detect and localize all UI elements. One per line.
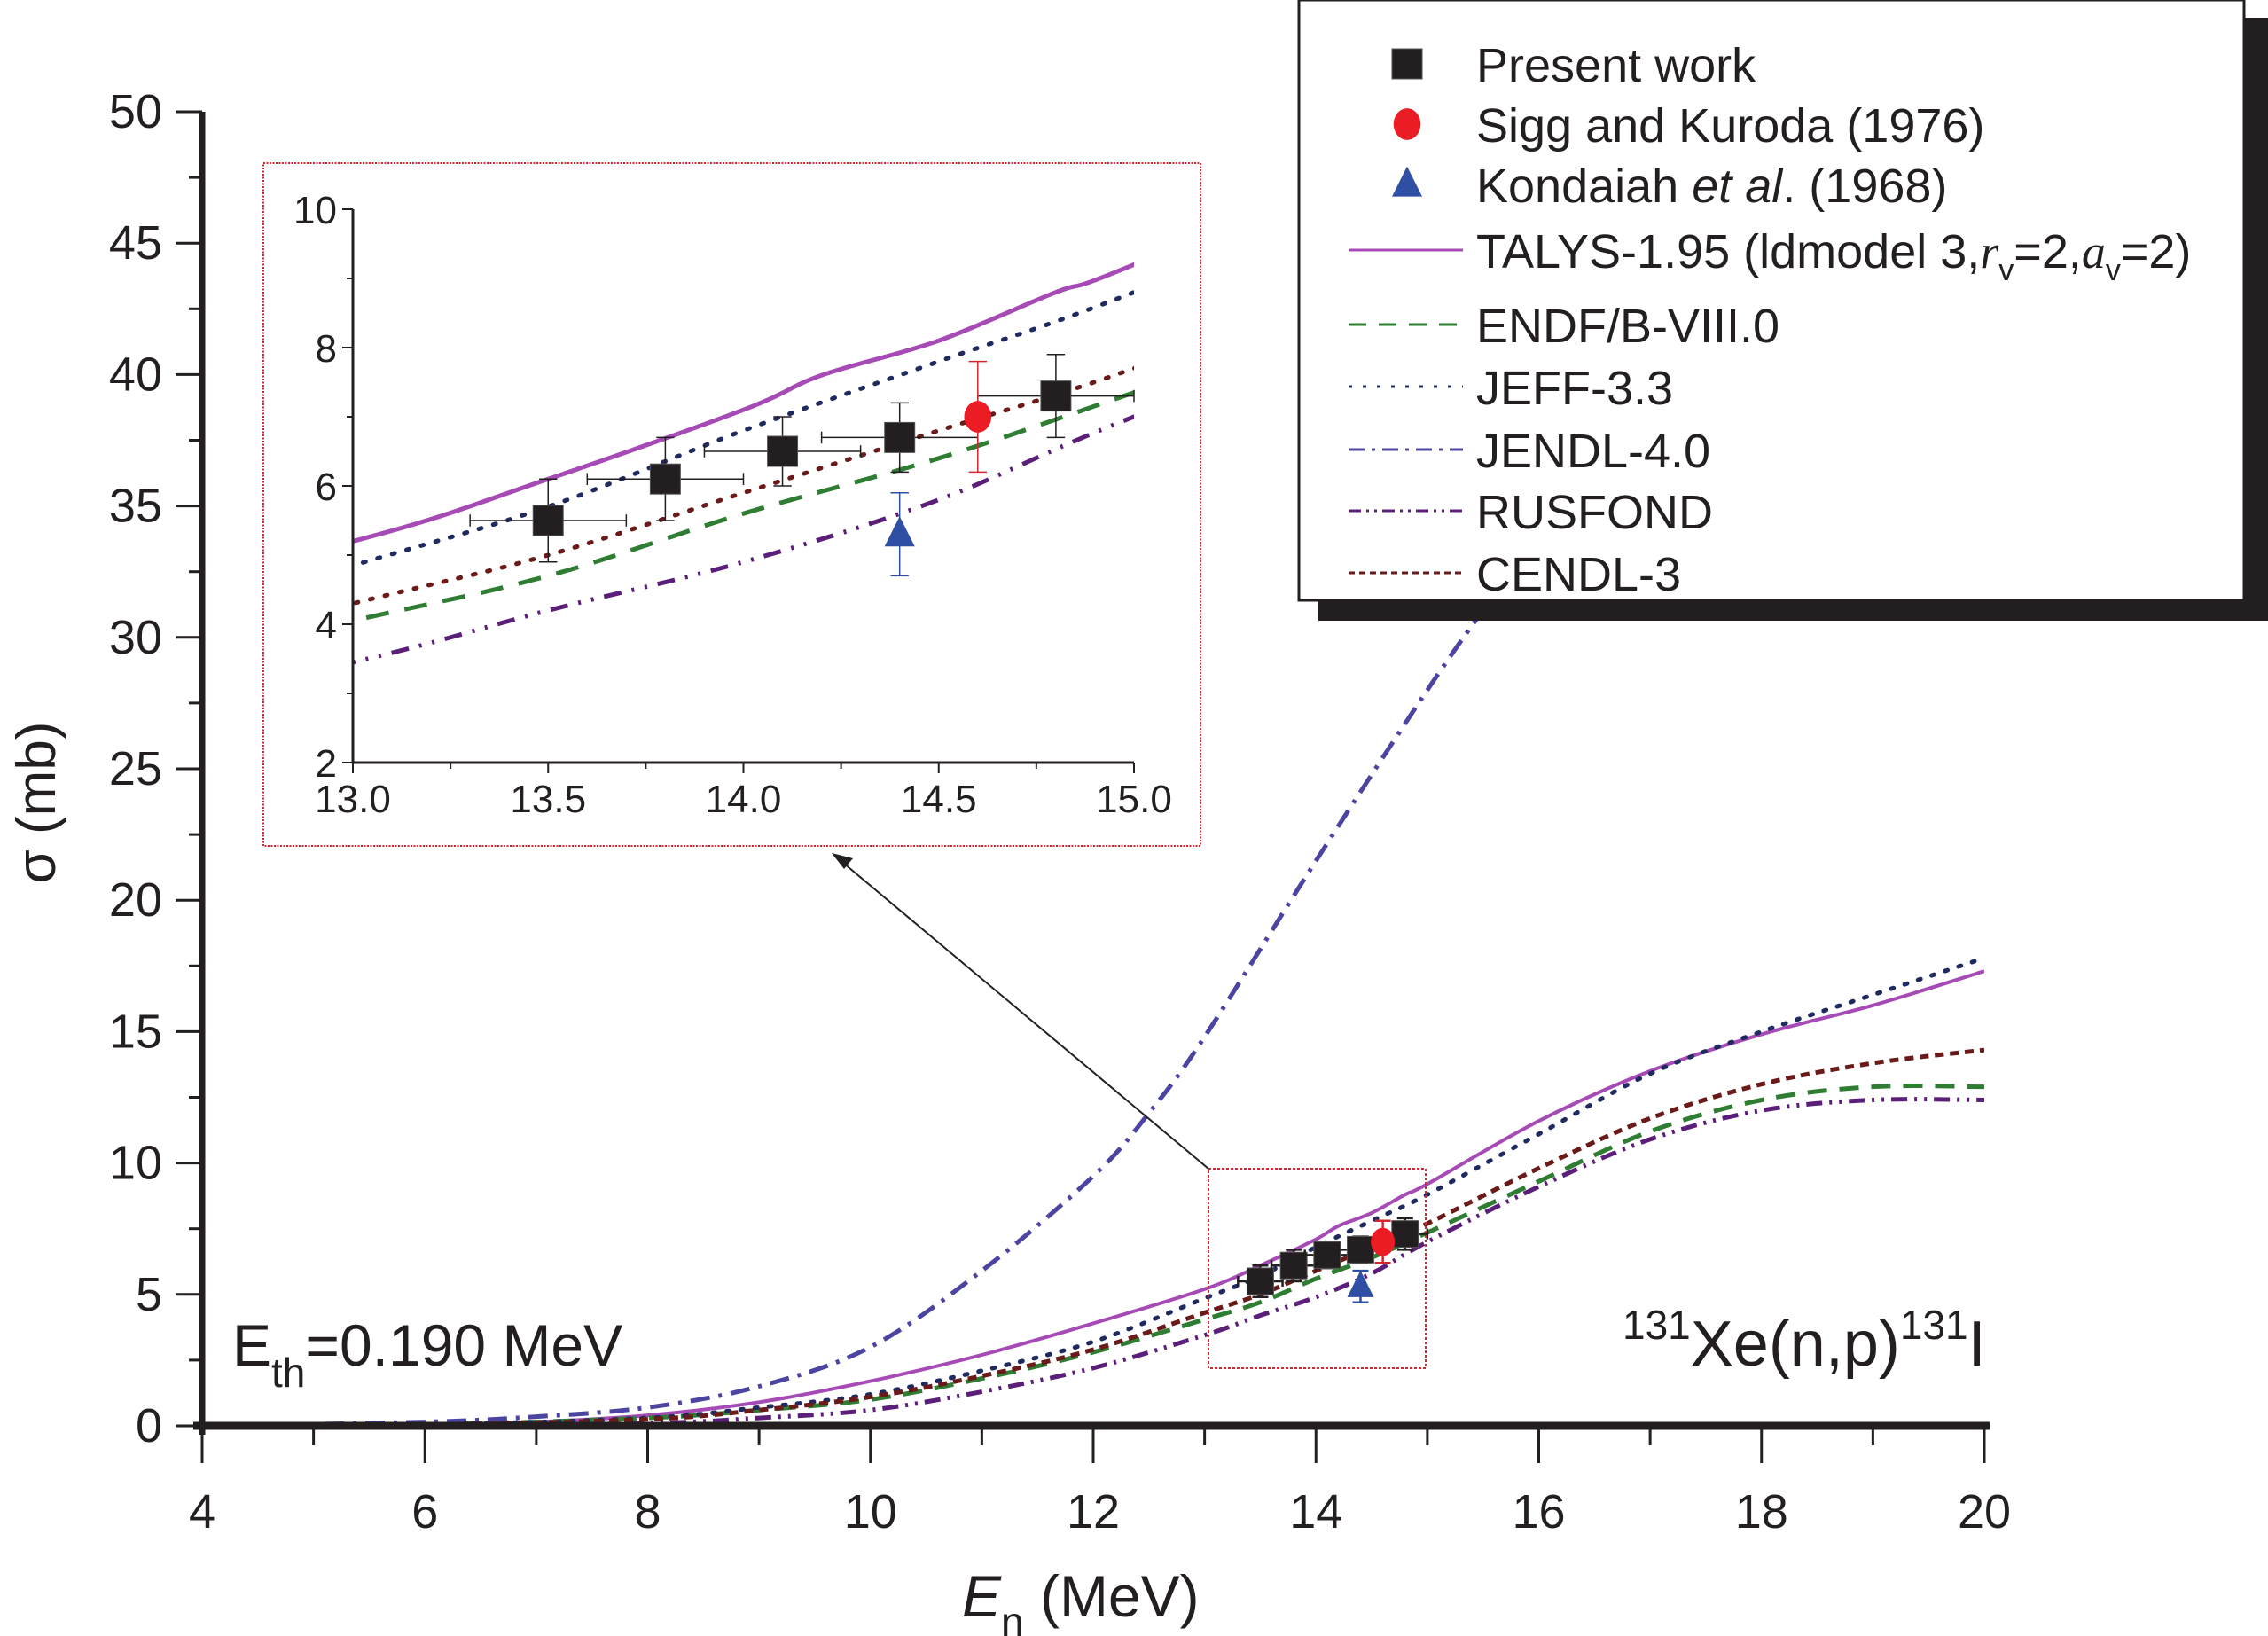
main-data-points: [1237, 1217, 1429, 1303]
inset-x-tick-label: 14.5: [901, 778, 977, 821]
inset-data-points: [469, 354, 1135, 577]
legend-marker-circle-icon: [1393, 108, 1421, 140]
series-line-jeff-3-3: [202, 955, 1984, 1428]
y-tick-label: 50: [109, 85, 162, 138]
reaction-annotation: 131Xe(n,p)131I: [1623, 1302, 1986, 1380]
zoom-region-box: [1208, 1168, 1427, 1369]
y-tick-label: 5: [136, 1268, 162, 1321]
legend-item: Present work: [1391, 39, 1756, 92]
inset-y-tick-label: 10: [293, 189, 337, 232]
point-triangle: [1347, 1270, 1374, 1297]
inset-point-triangle: [884, 516, 915, 547]
legend-label: ENDF/B-VIII.0: [1476, 300, 1779, 353]
y-tick-label: 45: [109, 216, 162, 270]
x-tick-label: 4: [189, 1485, 215, 1538]
inset-curves: [353, 262, 1134, 665]
inset-series-line-talys-1-95: [353, 262, 1134, 544]
main-axes: 0 5 10 15 20 25 30 35 40 45 50 4 6 8 10 12 14 16 18 20: [109, 85, 2011, 1538]
legend-label: Kondaiah et al. (1968): [1476, 160, 1947, 213]
inset-x-tick-label: 13.0: [315, 778, 391, 821]
inset-y-tick-label: 6: [316, 466, 337, 509]
legend-item: Kondaiah et al. (1968): [1392, 160, 1947, 213]
series-line-cendl-3: [202, 1047, 1984, 1428]
legend-label: JENDL-4.0: [1476, 425, 1710, 478]
y-tick-label: 15: [109, 1005, 162, 1058]
y-tick-label: 30: [109, 611, 162, 664]
legend-item: ENDF/B-VIII.0: [1349, 300, 1779, 353]
inset-point-circle: [964, 401, 992, 433]
legend-item: CENDL-3: [1349, 548, 1681, 601]
legend-item: TALYS-1.95 (ldmodel 3,rv=2,av=2): [1349, 225, 2191, 287]
inset-frame: [262, 162, 1201, 847]
inset-x-tick-label: 13.5: [510, 778, 586, 821]
y-axis-title: σ (mb): [6, 722, 67, 884]
series-line-endf-b-viii-0: [202, 1084, 1984, 1428]
x-tick-label: 10: [844, 1485, 897, 1538]
x-tick-label: 6: [411, 1485, 438, 1538]
inset-series-line-cendl-3: [353, 365, 1134, 607]
legend: Present work Sigg and Kuroda (1976) Kondai…: [1297, 0, 2268, 621]
point-circle: [1371, 1227, 1396, 1256]
point-square: [1313, 1241, 1341, 1269]
x-tick-label: 14: [1289, 1485, 1342, 1538]
inset-y-tick-label: 8: [316, 327, 337, 371]
legend-label: JEFF-3.3: [1476, 362, 1673, 415]
arrow-head-icon: [832, 853, 853, 869]
legend-label: RUSFOND: [1476, 486, 1713, 539]
threshold-annotation: Eth=0.190 MeV: [232, 1312, 622, 1396]
x-tick-label: 18: [1735, 1485, 1788, 1538]
legend-item: JEFF-3.3: [1349, 362, 1673, 415]
inset-x-tick-label: 14.0: [706, 778, 782, 821]
y-tick-label: 35: [109, 480, 162, 533]
y-tick-label: 25: [109, 742, 162, 795]
point-square: [1279, 1251, 1308, 1280]
legend-box: [1297, 0, 2246, 602]
x-tick-label: 8: [634, 1485, 661, 1538]
series-line-rusfond: [202, 1097, 1984, 1428]
point-square: [1246, 1267, 1274, 1295]
x-tick-label: 12: [1067, 1485, 1120, 1538]
point-square: [1391, 1220, 1419, 1249]
zoom-arrow: [837, 857, 1209, 1170]
legend-item: JENDL-4.0: [1349, 425, 1710, 478]
inset-series-line-rusfond: [353, 414, 1134, 665]
y-tick-label: 0: [136, 1399, 162, 1452]
legend-label: Sigg and Kuroda (1976): [1476, 99, 1984, 153]
y-tick-label: 10: [109, 1137, 162, 1190]
inset-point-square: [532, 505, 564, 536]
y-tick-label: 20: [109, 873, 162, 927]
y-tick-label: 40: [109, 348, 162, 401]
legend-marker-square-icon: [1391, 48, 1423, 80]
x-tick-label: 20: [1958, 1485, 2011, 1538]
legend-item: RUSFOND: [1349, 486, 1713, 539]
legend-item: Sigg and Kuroda (1976): [1393, 99, 1984, 153]
inset-axes: 2 4 6 8 10 13.0 13.5 14.0 14.5 15.0: [293, 189, 1172, 821]
inset-point-square: [649, 463, 681, 495]
inset-point-square: [1040, 380, 1072, 412]
point-square: [1347, 1235, 1374, 1264]
inset-x-tick-label: 15.0: [1096, 778, 1172, 821]
inset-point-square: [884, 421, 916, 453]
legend-label: CENDL-3: [1476, 548, 1681, 601]
inset-y-tick-label: 4: [316, 604, 337, 647]
series-line-jendl-4-0: [202, 599, 1492, 1428]
x-axis-title: En (MeV): [962, 1563, 1200, 1636]
legend-label: TALYS-1.95 (ldmodel 3,rv=2,av=2): [1476, 225, 2191, 287]
legend-label: Present work: [1476, 39, 1756, 92]
legend-marker-triangle-icon: [1392, 166, 1422, 197]
inset-y-tick-label: 2: [316, 742, 337, 786]
x-tick-label: 16: [1512, 1485, 1565, 1538]
inset-point-square: [767, 435, 799, 467]
